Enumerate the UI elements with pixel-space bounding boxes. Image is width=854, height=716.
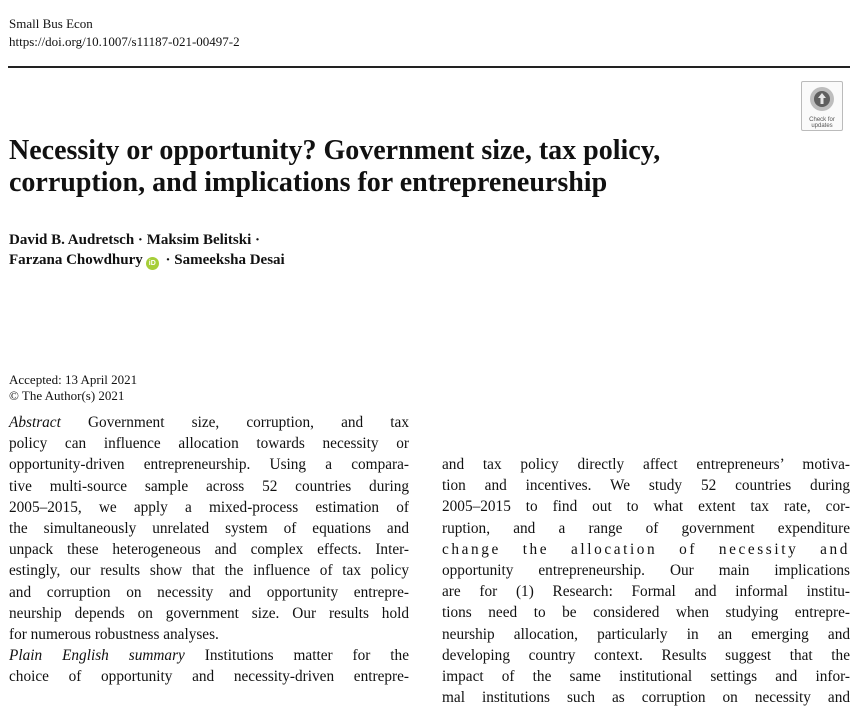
body-line: tion and incentives. We study 52 countri… <box>442 477 850 495</box>
summary-label: Plain English summary <box>9 647 185 665</box>
article-title: Necessity or opportunity? Government siz… <box>9 135 769 199</box>
left-column: Abstract Government size, corruption, an… <box>9 412 409 688</box>
author-separator: · <box>134 232 147 248</box>
body-line: mal institutions such as corruption on n… <box>442 689 850 707</box>
abstract-line: opportunity-driven entrepreneurship. Usi… <box>9 456 409 474</box>
copyright-notice: © The Author(s) 2021 <box>9 388 125 403</box>
author-name[interactable]: Maksim Belitski <box>146 232 252 248</box>
journal-name: Small Bus Econ <box>9 16 93 31</box>
body-line: impact of the same institutional setting… <box>442 668 850 686</box>
author-name[interactable]: Farzana Chowdhury <box>9 252 143 268</box>
check-for-updates-icon <box>810 87 834 111</box>
author-name[interactable]: David B. Audretsch <box>9 232 135 248</box>
author-line-2: Farzana Chowdhury iD · Sameeksha Desai <box>9 250 285 270</box>
title-line-1: Necessity or opportunity? Government siz… <box>9 135 661 166</box>
author-name[interactable]: Sameeksha Desai <box>174 252 285 268</box>
abstract-label: Abstract <box>9 414 61 431</box>
summary-line: choice of opportunity and necessity-driv… <box>9 668 409 686</box>
body-line: are for (1) Research: Formal and informa… <box>442 583 850 601</box>
abstract-line: Abstract Government size, corruption, an… <box>9 414 409 431</box>
orcid-icon[interactable]: iD <box>145 257 159 270</box>
body-line: opportunity entrepreneurship. Our main i… <box>442 562 850 580</box>
badge-label-updates: updates <box>811 123 833 129</box>
title-line-2: corruption, and implications for entrepr… <box>9 167 608 198</box>
summary-line: Plain English summary Institutions matte… <box>9 647 409 665</box>
badge-label-check: Check for <box>809 117 835 123</box>
doi-link[interactable]: https://doi.org/10.1007/s11187-021-00497… <box>9 34 240 49</box>
body-line: ruption, and a range of government expen… <box>442 519 850 537</box>
abstract-line: the simultaneously unrelated system of e… <box>9 520 409 538</box>
abstract-line: for numerous robustness analyses. <box>9 626 219 644</box>
author-separator: · <box>251 232 261 248</box>
right-column: and tax policy directly affect entrepren… <box>442 454 850 708</box>
check-for-updates-badge[interactable]: Check for updates <box>801 81 843 131</box>
author-list: David B. Audretsch · Maksim Belitski · F… <box>9 230 285 270</box>
abstract-line: neurship depends on government size. Our… <box>9 604 409 622</box>
body-line: change the allocation of necessity and <box>442 540 850 558</box>
body-line: and tax policy directly affect entrepren… <box>442 456 850 473</box>
body-line: neurship allocation, particularly in an … <box>442 625 850 643</box>
author-line-1: David B. Audretsch · Maksim Belitski · <box>9 230 285 250</box>
abstract-line: estingly, our results show that the infl… <box>9 562 409 580</box>
abstract-line: policy can influence allocation towards … <box>9 435 409 453</box>
author-separator: · <box>161 252 175 268</box>
accepted-date: Accepted: 13 April 2021 <box>9 372 138 387</box>
header-rule <box>8 66 850 68</box>
body-line: tions need to be considered when studyin… <box>442 604 850 622</box>
abstract-line: 2005–2015, we apply a mixed-process esti… <box>9 498 409 516</box>
article-dates: Accepted: 13 April 2021 © The Author(s) … <box>9 372 137 404</box>
body-line: 2005–2015 to find out to what extent tax… <box>442 498 850 516</box>
abstract-line: tive multi-source sample across 52 count… <box>9 477 409 495</box>
abstract-line: and corruption on necessity and opportun… <box>9 583 409 601</box>
body-line: developing country context. Results sugg… <box>442 646 850 664</box>
journal-header: Small Bus Econ https://doi.org/10.1007/s… <box>9 15 240 51</box>
abstract-line: unpack these heterogeneous and complex e… <box>9 541 409 559</box>
